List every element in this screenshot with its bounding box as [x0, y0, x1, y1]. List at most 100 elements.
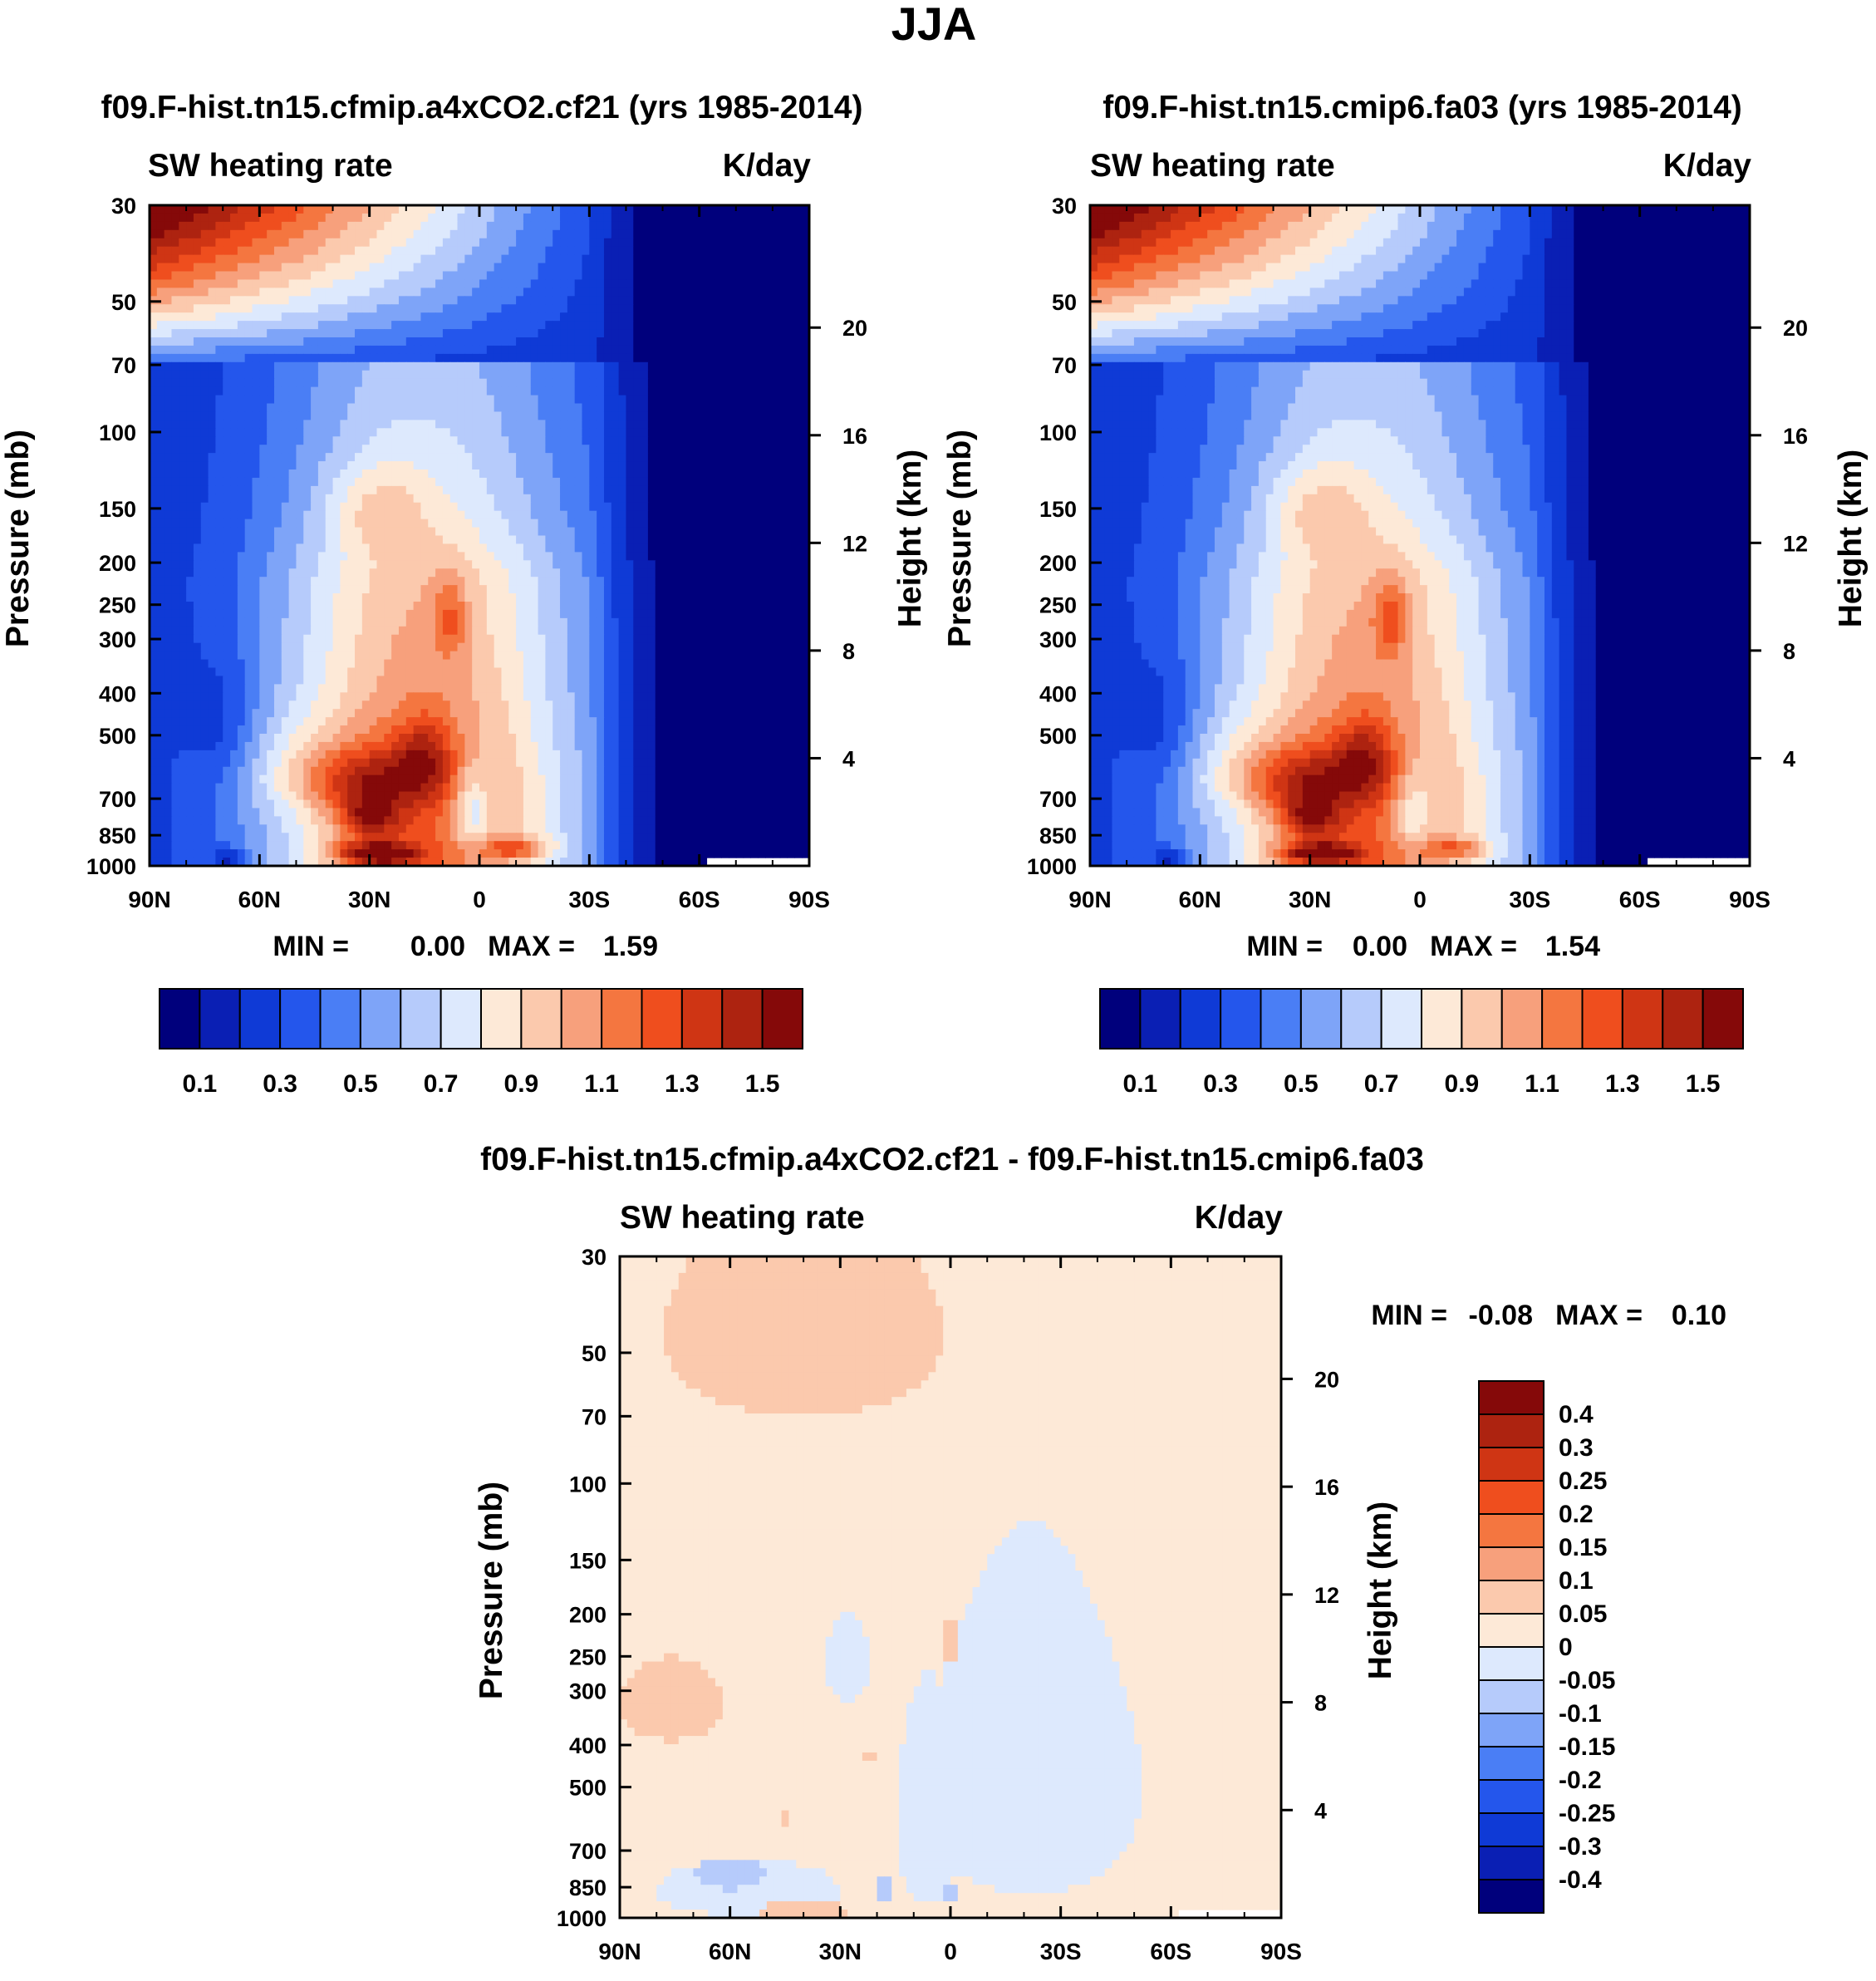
contour-cell: [736, 205, 744, 214]
contour-cell: [282, 272, 289, 281]
contour-cell: [391, 379, 399, 388]
contour-cell: [289, 445, 297, 454]
contour-cell: [179, 354, 186, 363]
contour-cell: [706, 238, 714, 248]
contour-cell: [253, 346, 260, 355]
contour-cell: [333, 469, 341, 479]
contour-cell: [531, 337, 538, 347]
contour-cell: [523, 238, 531, 248]
contour-cell: [611, 279, 619, 288]
contour-cell: [501, 362, 508, 371]
contour-cell: [230, 205, 238, 214]
contour-cell: [560, 445, 567, 454]
contour-cell: [245, 445, 253, 454]
contour-cell: [744, 222, 751, 231]
contour-cell: [435, 420, 443, 429]
contour-cell: [223, 263, 230, 273]
contour-cell: [209, 486, 216, 495]
contour-cell: [794, 461, 802, 470]
contour-cell: [714, 279, 721, 288]
contour-cell: [274, 478, 282, 487]
contour-cell: [333, 478, 341, 487]
contour-cell: [552, 503, 560, 512]
contour-cell: [597, 371, 604, 380]
contour-cell: [765, 346, 773, 355]
contour-cell: [706, 387, 714, 396]
contour-cell: [472, 396, 479, 405]
contour-cell: [750, 404, 758, 413]
contour-cell: [656, 255, 663, 264]
contour-cell: [215, 288, 223, 297]
contour-cell: [376, 230, 384, 239]
contour-cell: [303, 354, 311, 363]
contour-cell: [370, 503, 377, 512]
contour-cell: [619, 272, 626, 281]
contour-cell: [333, 371, 341, 380]
contour-cell: [384, 255, 391, 264]
contour-cell: [230, 461, 238, 470]
contour-cell: [487, 247, 494, 256]
contour-cell: [347, 461, 355, 470]
contour-cell: [538, 214, 546, 223]
contour-cell: [420, 428, 428, 437]
contour-cell: [406, 461, 414, 470]
contour-cell: [464, 279, 472, 288]
contour-cell: [259, 428, 267, 437]
contour-cell: [370, 478, 377, 487]
contour-cell: [508, 255, 516, 264]
contour-cell: [186, 411, 194, 420]
contour-cell: [347, 396, 355, 405]
contour-cell: [406, 238, 414, 248]
contour-cell: [267, 428, 274, 437]
contour-cell: [750, 230, 758, 239]
contour-cell: [303, 263, 311, 273]
contour-cell: [706, 461, 714, 470]
contour-cell: [750, 255, 758, 264]
contour-cell: [626, 263, 633, 273]
contour-cell: [685, 205, 692, 214]
contour-cell: [641, 214, 648, 223]
contour-cell: [399, 404, 406, 413]
contour-cell: [619, 494, 626, 504]
contour-cell: [744, 230, 751, 239]
contour-cell: [487, 379, 494, 388]
contour-cell: [318, 255, 326, 264]
contour-cell: [685, 453, 692, 462]
contour-cell: [604, 379, 611, 388]
contour-cell: [494, 230, 502, 239]
contour-cell: [780, 387, 788, 396]
contour-cell: [758, 436, 765, 445]
contour-cell: [274, 461, 282, 470]
contour-cell: [253, 453, 260, 462]
contour-cell: [223, 461, 230, 470]
contour-cell: [692, 222, 700, 231]
contour-cell: [597, 247, 604, 256]
contour-cell: [744, 238, 751, 248]
contour-cell: [677, 503, 685, 512]
contour-cell: [355, 205, 362, 214]
contour-cell: [326, 214, 333, 223]
contour-cell: [165, 321, 172, 330]
contour-cell: [238, 371, 245, 380]
contour-cell: [333, 362, 341, 371]
contour-cell: [560, 371, 567, 380]
contour-cell: [215, 420, 223, 429]
contour-cell: [516, 312, 523, 322]
contour-cell: [663, 371, 670, 380]
contour-cell: [238, 387, 245, 396]
contour-cell: [370, 404, 377, 413]
contour-cell: [508, 304, 516, 313]
contour-cell: [391, 503, 399, 512]
contour-cell: [744, 478, 751, 487]
contour-cell: [773, 404, 780, 413]
contour-cell: [435, 321, 443, 330]
contour-cell: [443, 312, 450, 322]
contour-cell: [253, 354, 260, 363]
contour-cell: [391, 387, 399, 396]
contour-cell: [750, 396, 758, 405]
contour-cell: [406, 255, 414, 264]
contour-cell: [230, 279, 238, 288]
contour-cell: [611, 445, 619, 454]
contour-cell: [721, 222, 729, 231]
contour-cell: [311, 478, 318, 487]
